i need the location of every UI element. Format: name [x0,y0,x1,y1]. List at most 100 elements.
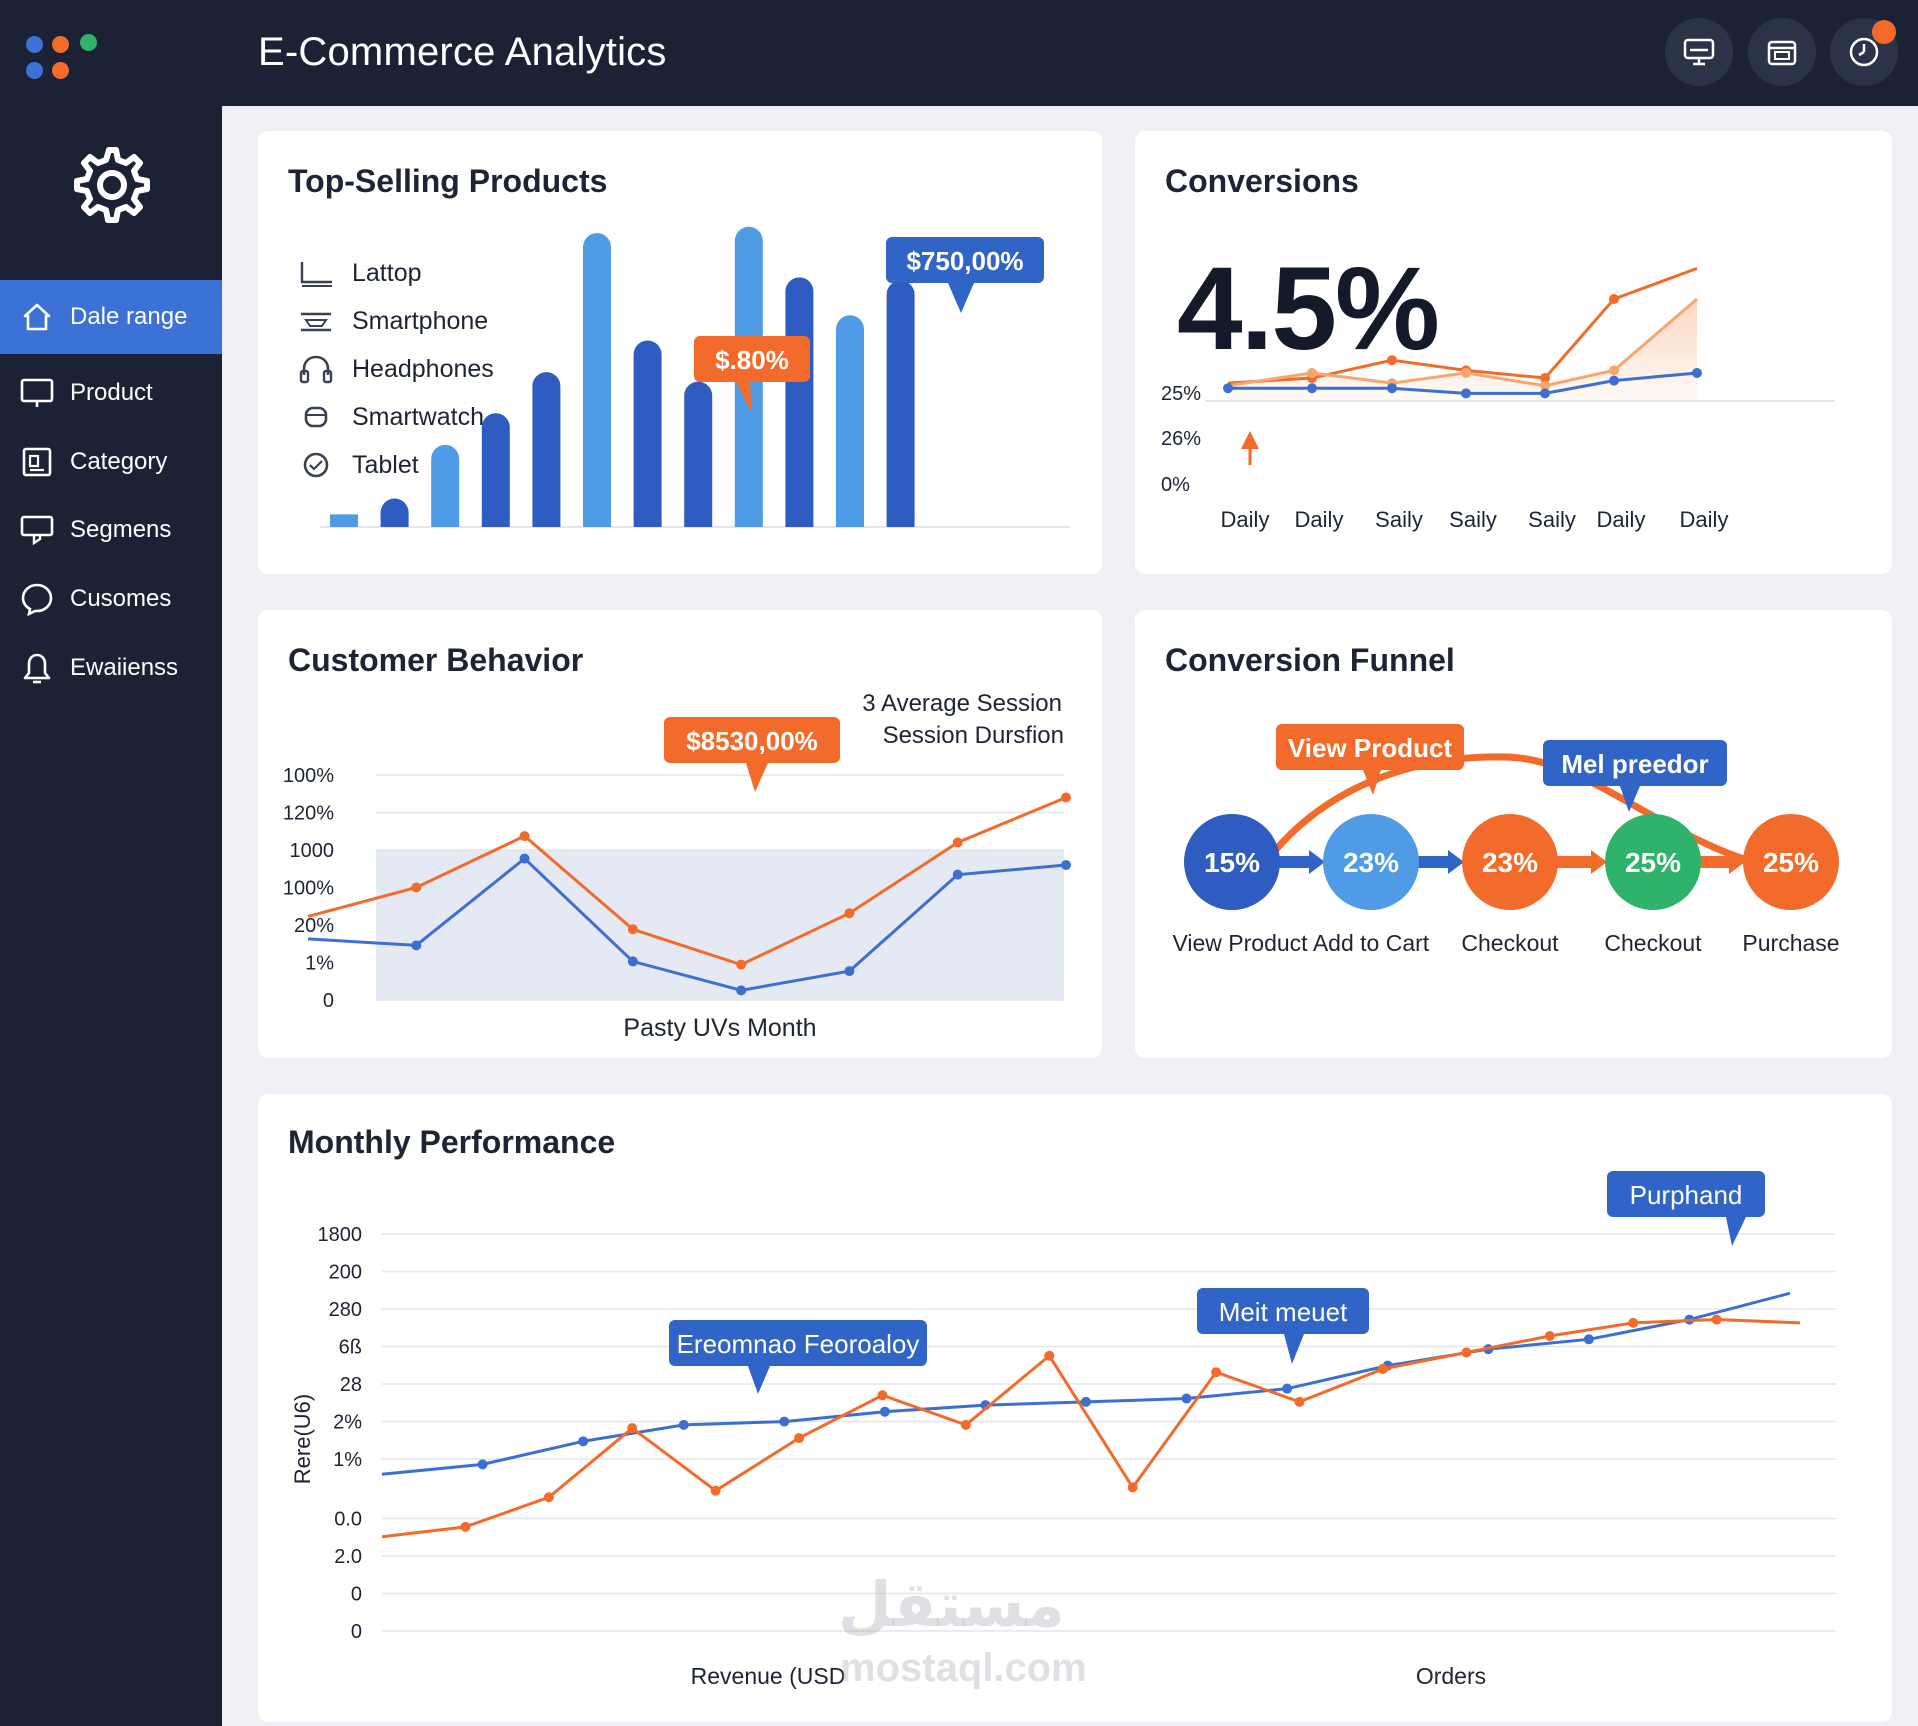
mp-point-0-2 [578,1436,589,1447]
mp-y-tick-4: 28 [340,1374,362,1396]
session-annotation-line2: Session Dursfion [883,722,1064,749]
cb-point-0-1 [411,882,422,893]
sidebar-item-label: Product [70,379,153,406]
sidebar-item-ewaiienss[interactable]: Ewaiienss [0,634,222,702]
bell-icon [18,649,56,687]
funnel-stage-value-1: 23% [1343,847,1399,878]
conv-point-1-5 [1609,365,1619,376]
callout-text: $.80% [715,345,789,375]
conv-point-1-3 [1461,367,1471,378]
mp-point-1-7 [960,1419,971,1430]
legend-item-laptop[interactable]: Lattop [296,249,494,297]
bar-11 [886,280,915,527]
conversions-card: Conversions 4.5% 25% 26% 0% Daily Daily Sail… [1135,131,1892,574]
callout-1: Ereomnao Feoroaloy [669,1320,927,1394]
gear-icon[interactable] [64,142,154,232]
legend-label: Smartphone [352,306,489,335]
mp-point-1-14 [1544,1331,1555,1342]
bar-base-3 [481,513,510,527]
mp-point-1-5 [794,1433,805,1444]
legend-item-smartwatch[interactable]: Smartwatch [296,393,494,441]
funnel-stage-label-1: Add to Cart [1313,930,1430,956]
bar-base-9 [785,513,814,527]
sidebar-item-customers[interactable]: Cusomes [0,565,222,633]
calendar-button[interactable] [1748,18,1816,86]
cb-series-line-1 [307,856,1067,992]
sidebar-item-category[interactable]: Category [0,428,222,496]
callout-text: Ereomnao Feoroaloy [677,1329,920,1359]
mp-point-1-8 [1044,1350,1055,1361]
customer-behavior-card: Customer Behavior 100% 120% 1000 100% 20% 1% 0… [258,610,1102,1058]
cb-point-1-4 [736,985,747,996]
mp-point-0-4 [779,1416,790,1427]
mp-point-1-16 [1711,1314,1722,1325]
mp-point-0-9 [1282,1383,1293,1394]
card-title: Customer Behavior [288,642,584,678]
monitor-button[interactable] [1665,18,1733,86]
cb-point-1-1 [411,940,422,951]
tablet-icon [296,449,336,481]
monthly-performance-card: Monthly Performance 1800 200 280 6ß 28 2% 1% 0.… [258,1094,1892,1722]
mp-point-1-4 [710,1485,721,1496]
conv-point-1-4 [1540,380,1550,391]
callout-text: Mel preedor [1561,749,1708,779]
mp-point-0-1 [477,1459,488,1470]
conv-point-0-4 [1540,373,1550,384]
conv-point-2-2 [1387,383,1397,394]
conv-point-0-5 [1609,294,1619,304]
legend-item-tablet[interactable]: Tablet [296,441,494,489]
card-title: Top-Selling Products [288,163,608,199]
mp-y-tick-8: 2.0 [334,1546,362,1568]
cb-y-tick-3: 100% [283,878,334,900]
sidebar-item-label: Category [70,448,168,475]
conv-y-tick-0: 25% [1161,383,1201,405]
cb-y-tick-0: 100% [283,765,334,787]
bar-3 [481,413,510,527]
conv-point-2-0 [1223,383,1233,394]
mp-point-0-3 [678,1419,689,1430]
legend-item-smartphone[interactable]: Smartphone [296,297,494,345]
sidebar-item-date-range[interactable]: Dale range [0,280,222,354]
cb-point-1-7 [1061,860,1071,870]
laptop-icon [296,257,336,289]
cb-point-0-3 [627,924,638,935]
bar-2 [431,444,460,527]
bar-base-7 [684,513,713,527]
top-bar: E-Commerce Analytics [0,0,1918,106]
funnel-arrow-3 [1729,850,1745,874]
conv-x-tick-2: Saily [1375,507,1423,532]
conv-area-fill [1228,299,1697,401]
mp-point-1-13 [1461,1347,1472,1358]
smartwatch-icon [296,401,336,433]
conv-point-2-4 [1540,388,1550,399]
mp-series-line-1 [381,1318,1801,1539]
mp-y-tick-9: 0 [351,1584,362,1606]
mp-point-1-11 [1294,1396,1305,1407]
funnel-arrow-2 [1591,850,1607,874]
bar-10 [836,315,864,527]
y-axis-label: Rere(U6) [290,1394,315,1484]
mp-point-1-6 [877,1390,888,1401]
mp-point-1-9 [1127,1482,1138,1493]
funnel-stage-label-2: Checkout [1461,930,1559,956]
bar-base-0 [330,514,358,527]
sidebar-item-product[interactable]: Product [0,359,222,427]
sidebar: Dale range Product Category Segmens Cuso… [0,106,222,1726]
top-selling-bar-chart: $.80% $750,00% [320,226,1070,528]
chat-icon [18,580,56,618]
mp-point-1-3 [627,1423,638,1434]
legend-label: Headphones [352,354,494,383]
conv-point-2-1 [1307,383,1317,394]
cb-y-tick-5: 1% [305,953,334,975]
monitor-icon [18,374,56,412]
app-logo [26,30,106,80]
legend-item-headphones[interactable]: Headphones [296,345,494,393]
callout-text: Meit meuet [1219,1297,1348,1327]
top-selling-products-card: Top-Selling Products Lattop Smartphone H… [258,131,1102,574]
x-axis-label-left: Revenue (USD [691,1663,846,1689]
watermark-arabic: مستقل [838,1571,1065,1640]
funnel-arrow-1 [1448,850,1464,874]
conversion-funnel-diagram: 15% View Product 23% Add to Cart 23% Checkout… [1172,724,1840,956]
sidebar-item-segments[interactable]: Segmens [0,496,222,564]
cb-y-tick-1: 120% [283,803,334,825]
